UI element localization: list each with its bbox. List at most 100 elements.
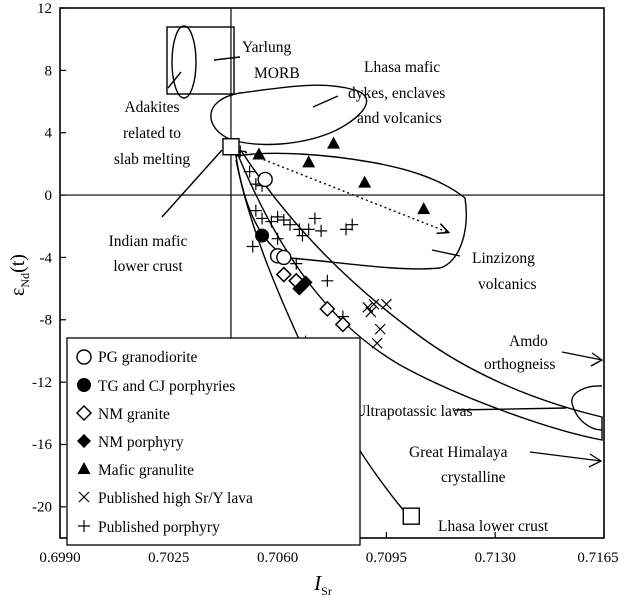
x-axis-title: ISr xyxy=(313,571,332,598)
endmember-square xyxy=(222,138,240,156)
legend-marker-open-diamond xyxy=(75,404,93,422)
legend-box xyxy=(66,337,361,546)
data-point-plus xyxy=(321,274,334,287)
legend-marker-plus xyxy=(78,520,90,532)
data-point-filled-triangle xyxy=(358,175,372,188)
mixing-arrowhead xyxy=(436,223,451,235)
y-tick-label: 12 xyxy=(37,1,52,17)
y-axis-suffix: (t) xyxy=(7,254,29,273)
linzizong-label: volcanics xyxy=(478,276,537,293)
linzizong-label: Linzizong xyxy=(472,250,535,267)
indian-label: lower crust xyxy=(113,258,183,275)
data-point-open-diamond xyxy=(334,316,351,333)
adakites-label: related to xyxy=(123,125,181,142)
data-point-open-circle xyxy=(257,171,273,188)
data-point-plus xyxy=(271,232,284,245)
ultrapotassic-leader xyxy=(454,407,567,411)
x-tick-labels: 0.6990 0.7025 0.7060 0.7095 0.7130 0.716… xyxy=(39,550,618,566)
y-tick-label: -20 xyxy=(32,500,52,516)
data-point-filled-triangle xyxy=(417,202,431,215)
legend-marker-filled-triangle xyxy=(77,462,91,474)
data-point-filled-diamond xyxy=(298,275,313,290)
y-tick-labels: 12 8 4 0 -4 -8 -12 -16 -20 xyxy=(32,1,53,516)
y-tick-label: -16 xyxy=(32,437,52,453)
legend-label: Published high Sr/Y lava xyxy=(98,490,253,507)
x-tick-label: 0.7060 xyxy=(257,550,298,566)
data-point-x xyxy=(368,298,380,310)
data-point-filled-triangle xyxy=(302,155,316,168)
indian-lower-crust-field xyxy=(234,148,603,441)
y-tick-label: 8 xyxy=(45,63,53,79)
data-point-open-circle xyxy=(276,249,292,266)
himalaya-label: Great Himalaya xyxy=(409,444,508,461)
data-point-x xyxy=(362,301,374,313)
y-tick-label: -8 xyxy=(40,313,53,329)
amdo-label: Amdo xyxy=(509,333,548,350)
legend-marker-x xyxy=(78,491,90,503)
x-tick-label: 0.7095 xyxy=(366,550,407,566)
endmember-square xyxy=(402,507,420,525)
x-tick-label: 0.6990 xyxy=(39,550,80,566)
x-tick-label: 0.7130 xyxy=(475,550,516,566)
field-labels: Yarlung MORB Adakites related to slab me… xyxy=(109,39,556,535)
yarlung-label: MORB xyxy=(254,65,300,82)
lhasa-mafic-leader xyxy=(312,95,339,108)
data-point-plus xyxy=(339,223,352,236)
amdo-arrow xyxy=(561,351,604,367)
legend-label: TG and CJ porphyries xyxy=(98,378,235,395)
lhasa-mafic-label: and volcanics xyxy=(357,110,442,127)
data-point-filled-circle xyxy=(255,228,270,243)
legend-marker-filled-diamond xyxy=(77,434,91,448)
legend-label: NM granite xyxy=(98,406,170,423)
legend-label: NM porphyry xyxy=(98,434,184,451)
y-axis-main: ε xyxy=(7,288,29,296)
data-point-x xyxy=(380,298,392,310)
himalaya-label: crystalline xyxy=(441,469,506,486)
data-point-filled-triangle xyxy=(252,147,266,160)
linzizong-leader xyxy=(431,249,461,257)
yarlung-label: Yarlung xyxy=(242,39,291,56)
adakites-field xyxy=(171,25,197,99)
data-point-x xyxy=(374,323,386,335)
legend-markers xyxy=(75,349,93,532)
x-axis-sub: Sr xyxy=(321,584,332,598)
y-axis-title: εNd(t) xyxy=(7,254,32,296)
adakites-leader xyxy=(167,71,182,89)
x-tick-label: 0.7165 xyxy=(577,550,618,566)
data-point-filled-triangle xyxy=(327,136,341,149)
legend-label: Mafic granulite xyxy=(98,462,194,479)
adakites-label: Adakites xyxy=(124,99,179,116)
legend-marker-open-circle xyxy=(76,349,92,365)
legend-label: Published porphyry xyxy=(98,519,220,536)
legend-label: PG granodiorite xyxy=(98,349,198,366)
amdo-label: orthogneiss xyxy=(484,356,555,373)
data-point-plus xyxy=(315,224,328,237)
yarlung-morb-box xyxy=(166,26,235,95)
ultrapotassic-field xyxy=(571,385,603,431)
lhasa-mafic-field xyxy=(210,84,368,146)
data-point-plus xyxy=(284,218,297,231)
y-tick-label: -12 xyxy=(32,375,52,391)
indian-label: Indian mafic xyxy=(109,233,188,250)
data-point-open-diamond xyxy=(275,266,292,283)
y-tick-label: 4 xyxy=(45,126,53,142)
data-point-plus xyxy=(302,223,315,236)
data-point-open-diamond xyxy=(319,300,336,317)
field-envelopes xyxy=(161,25,603,521)
lhasa-mafic-label: Lhasa mafic xyxy=(364,59,440,76)
lhasa-lower-label: Lhasa lower crust xyxy=(438,518,549,535)
data-point-plus xyxy=(271,210,284,223)
ultrapotassic-label: Ultrapotassic lavas xyxy=(355,403,473,420)
data-point-plus xyxy=(308,212,321,225)
data-point-x xyxy=(365,306,377,318)
data-point-plus xyxy=(277,214,290,226)
x-tick-label: 0.7025 xyxy=(148,550,189,566)
data-point-plus xyxy=(296,229,309,242)
legend-marker-filled-circle xyxy=(77,378,91,392)
mixing-line xyxy=(230,146,449,234)
data-markers xyxy=(222,136,431,525)
y-tick-label: -4 xyxy=(40,250,53,266)
data-point-plus xyxy=(290,257,303,270)
mixing-lines xyxy=(230,146,451,235)
legend: PG granodiorite TG and CJ porphyries NM … xyxy=(66,337,361,546)
